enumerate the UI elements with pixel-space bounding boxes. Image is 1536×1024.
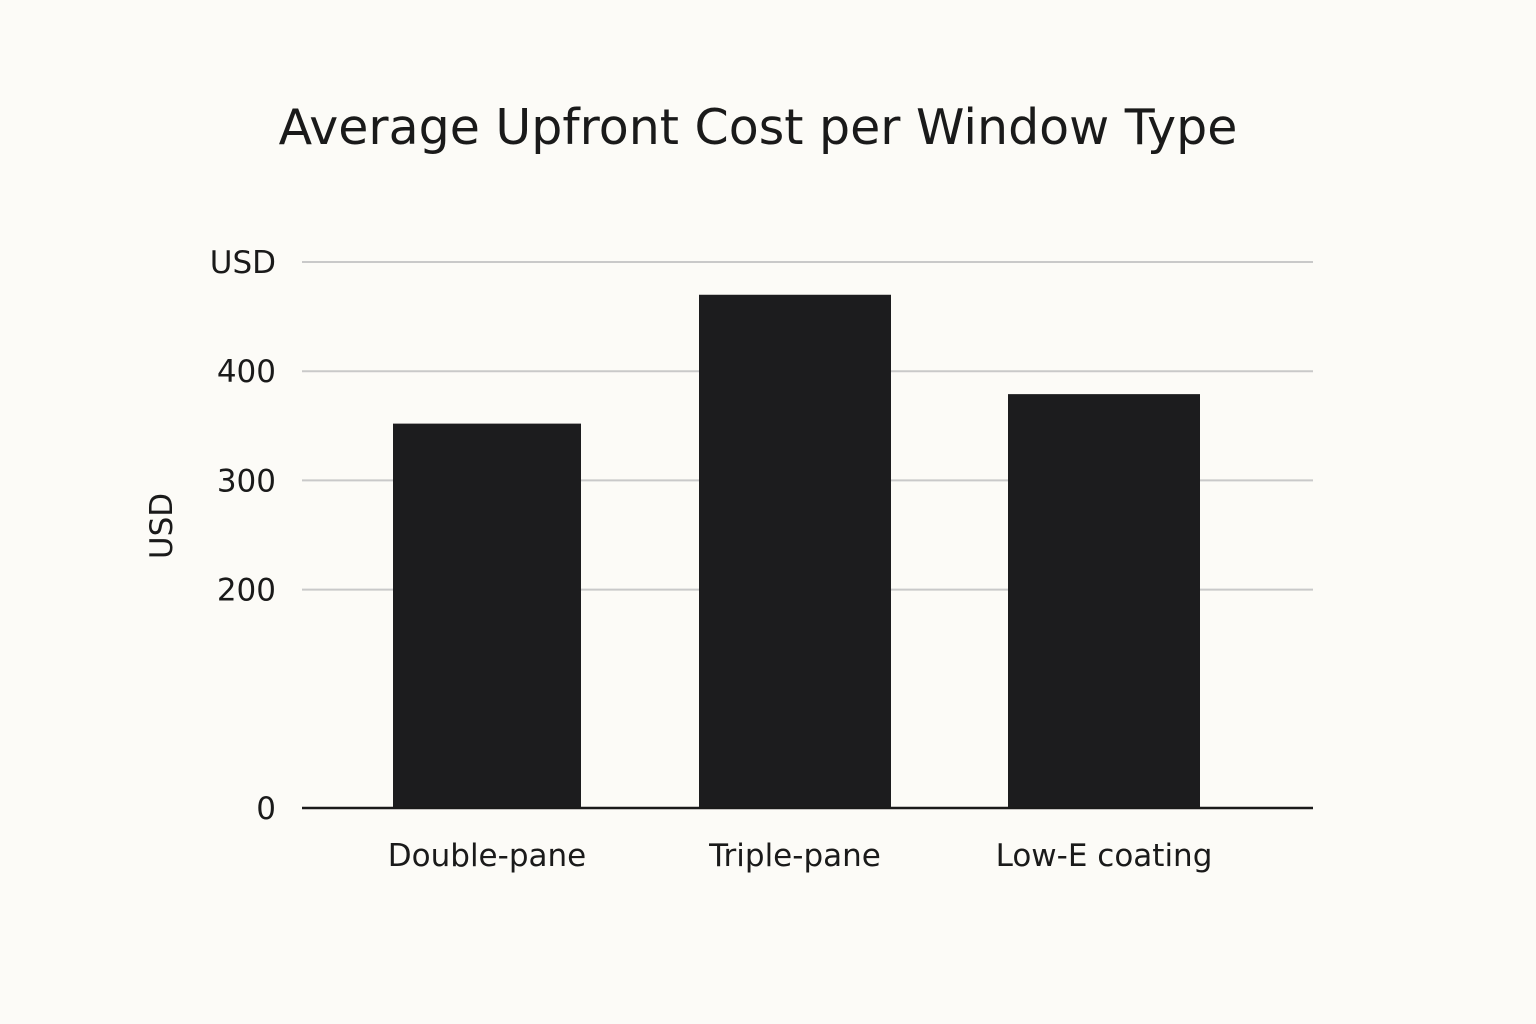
- y-axis-title: USD: [144, 493, 180, 559]
- y-tick-label: 200: [217, 573, 276, 609]
- bars: [393, 294, 1200, 808]
- y-tick-label: 400: [217, 354, 276, 390]
- chart-title: Average Upfront Cost per Window Type: [279, 99, 1238, 156]
- y-tick-label: USD: [210, 245, 276, 281]
- bar-double-pane: [393, 423, 581, 808]
- y-tick-label: 300: [217, 463, 276, 499]
- x-category-label: Double-pane: [388, 838, 586, 874]
- x-category-labels: Double-pane Triple-pane Low-E coating: [388, 838, 1213, 874]
- bar-triple-pane: [699, 294, 891, 808]
- x-category-label: Low-E coating: [996, 838, 1213, 874]
- x-category-label: Triple-pane: [708, 838, 881, 874]
- y-tick-labels: 0 200 300 400 USD: [210, 245, 276, 827]
- bar-low-e-coating: [1008, 394, 1200, 808]
- y-tick-label: 0: [256, 791, 276, 827]
